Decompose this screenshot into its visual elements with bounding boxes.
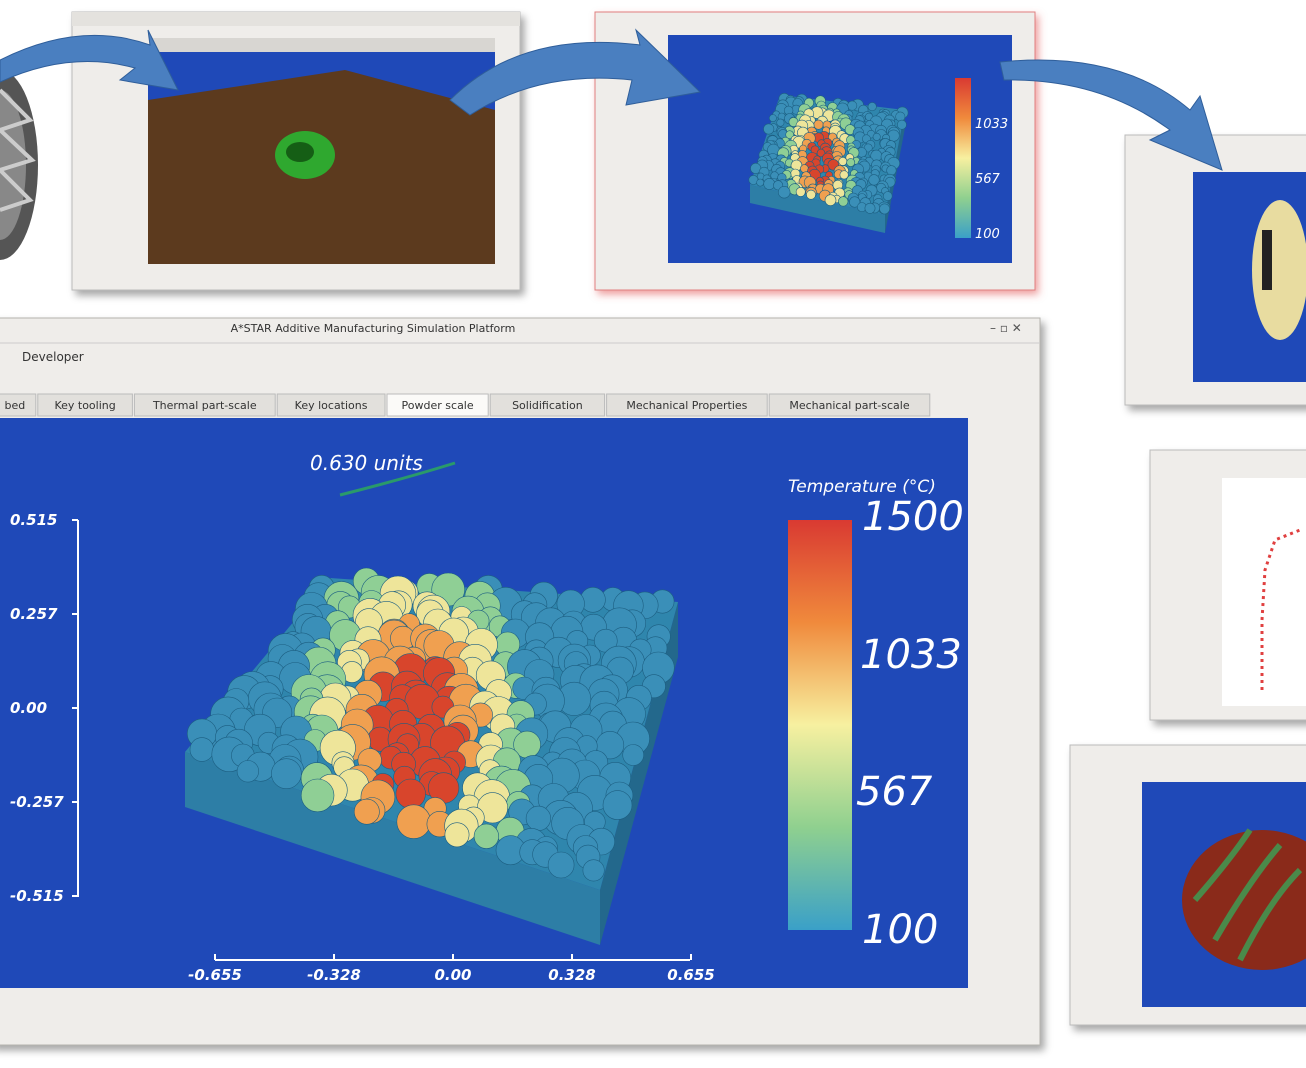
powder-particle [800,164,809,173]
powder-particle [763,123,775,135]
powder-particle [395,778,426,809]
powder-particle [525,805,552,832]
tab[interactable] [606,393,768,417]
plot-curve [1260,528,1301,690]
powder-particle [864,202,876,214]
powder-particle [839,170,849,180]
turbine-blades [1192,828,1303,962]
tab-label[interactable]: bed [5,399,26,412]
tab-label[interactable]: Mechanical part-scale [789,399,909,412]
powder-particle [882,191,893,201]
y-tick-label: -0.257 [10,793,64,811]
powder-particle [769,114,777,122]
colorbar-label: 1500 [862,494,964,540]
colorbar-small-label: 567 [975,172,1001,187]
tab-label[interactable]: Powder scale [402,399,474,412]
colorbar-title: Temperature (°C) [788,477,936,497]
powder-particle [806,189,816,200]
part-model [1252,200,1306,340]
tab-label[interactable]: Solidification [512,399,583,412]
tab-label[interactable]: Key tooling [54,399,115,412]
y-tick-label: 0.257 [10,605,58,623]
powder-particle [847,100,858,111]
turbine-image [0,70,38,260]
powder-particle [763,178,776,190]
powder-particle [473,823,500,849]
powder-particle [785,130,795,139]
colorbar-small [955,78,971,238]
powder-particle [582,859,605,882]
tab[interactable] [276,393,386,417]
powder-particle [813,119,824,130]
powder-particle [795,186,806,197]
x-tick-label: 0.00 [434,966,471,984]
powder-particle [886,165,897,176]
y-tick-label: -0.515 [10,887,64,905]
colorbar-label: 100 [862,907,938,953]
powder-particle [838,156,848,166]
powder-particle [547,851,575,879]
powder-particle [895,111,906,122]
title-bar [72,12,520,26]
powder-particle [824,194,837,206]
tab-label[interactable]: Mechanical Properties [626,399,747,412]
powder-particle [236,760,259,783]
tab[interactable] [0,393,37,417]
tab-label[interactable]: Thermal part-scale [152,399,257,412]
tab[interactable] [386,393,489,417]
powder-particle [816,148,826,158]
window-controls[interactable]: – ▫ ✕ [990,321,1022,335]
colorbar [788,520,852,930]
powder-particle [867,102,877,112]
tab[interactable] [768,393,931,417]
powder-particle [602,790,633,820]
powder-particle [776,118,785,127]
colorbar-small-label: 1033 [975,117,1008,132]
tab-bar [150,38,495,52]
powder-particle [396,804,431,839]
powder-particle [897,119,907,130]
colorbar-label: 567 [856,769,933,815]
flow-arrows [0,28,1223,171]
powder-particle [846,158,856,167]
scale-label: 0.630 units [310,451,423,475]
slab-side [185,752,600,945]
powder-particle [756,178,765,187]
x-tick-label: -0.328 [307,966,361,984]
powder-particle [444,822,470,848]
powder-particle [271,758,302,790]
tab-label[interactable]: Key locations [295,399,368,412]
y-tick-label: 0.00 [10,699,47,717]
powder-particle [777,186,791,199]
powder-particle [622,744,645,766]
x-tick-label: 0.655 [667,966,714,984]
powder-particle [879,203,890,215]
x-tick-label: -0.655 [188,966,242,984]
tab[interactable] [133,393,276,417]
powder-particle [872,132,881,141]
part-model-detail [1262,230,1272,290]
y-tick-label: 0.515 [10,511,57,529]
tab[interactable] [489,393,606,417]
powder-particle [353,798,380,825]
colorbar-small-label: 100 [975,227,1000,242]
powder-particle [300,778,335,813]
powder-particle [838,196,849,207]
tab[interactable] [37,393,133,417]
menu-item[interactable]: Developer [22,350,84,364]
turbine-model [1182,830,1306,970]
x-tick-label: 0.328 [548,966,595,984]
scale-bar [339,461,456,497]
window-title: A*STAR Additive Manufacturing Simulation… [231,322,516,335]
part-shade [286,142,314,162]
powder-particle [189,737,215,762]
colorbar-label: 1033 [860,632,962,678]
